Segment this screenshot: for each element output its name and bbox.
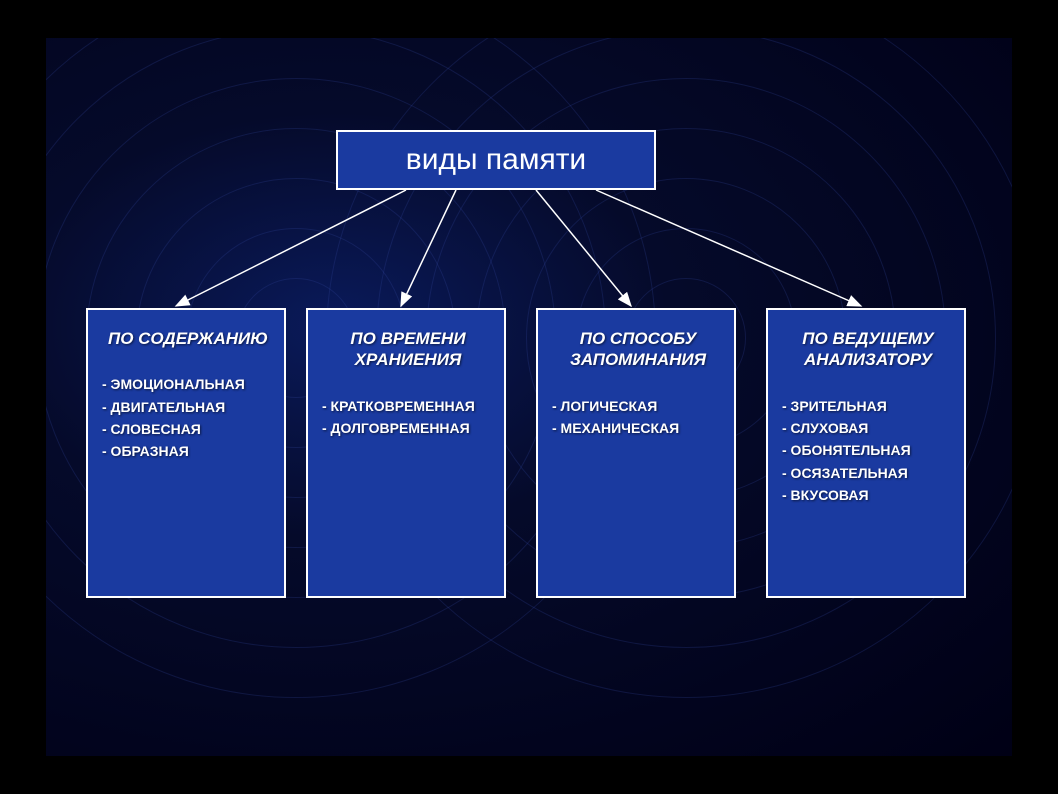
diagram-title-box: виды памяти xyxy=(336,130,656,190)
category-item: - ВКУСОВАЯ xyxy=(782,484,954,506)
category-box-3: ПО ВЕДУЩЕМУ АНАЛИЗАТОРУ - ЗРИТЕЛЬНАЯ- СЛУ… xyxy=(766,308,966,598)
category-item: - ДОЛГОВРЕМЕННАЯ xyxy=(322,417,494,439)
category-item: - ОБОНЯТЕЛЬНАЯ xyxy=(782,439,954,461)
category-title: ПО ВРЕМЕНИ ХРАНИЕНИЯ xyxy=(322,328,494,371)
category-item: - ОБРАЗНАЯ xyxy=(102,440,274,462)
category-item: - МЕХАНИЧЕСКАЯ xyxy=(552,417,724,439)
category-item: - ДВИГАТЕЛЬНАЯ xyxy=(102,396,274,418)
diagram-title-text: виды памяти xyxy=(406,143,586,177)
category-box-0: ПО СОДЕРЖАНИЮ - ЭМОЦИОНАЛЬНАЯ- ДВИГАТЕЛЬН… xyxy=(86,308,286,598)
category-item: - ЗРИТЕЛЬНАЯ xyxy=(782,395,954,417)
category-title: ПО СПОСОБУ ЗАПОМИНАНИЯ xyxy=(552,328,724,371)
category-item: - ОСЯЗАТЕЛЬНАЯ xyxy=(782,462,954,484)
category-item: - ЭМОЦИОНАЛЬНАЯ xyxy=(102,373,274,395)
category-box-2: ПО СПОСОБУ ЗАПОМИНАНИЯ - ЛОГИЧЕСКАЯ- МЕХА… xyxy=(536,308,736,598)
category-title: ПО ВЕДУЩЕМУ АНАЛИЗАТОРУ xyxy=(782,328,954,371)
slide-canvas: виды памяти ПО СОДЕРЖАНИЮ - ЭМОЦИОНАЛЬНАЯ… xyxy=(46,38,1012,756)
category-box-1: ПО ВРЕМЕНИ ХРАНИЕНИЯ - КРАТКОВРЕМЕННАЯ- Д… xyxy=(306,308,506,598)
category-item: - СЛУХОВАЯ xyxy=(782,417,954,439)
category-item: - КРАТКОВРЕМЕННАЯ xyxy=(322,395,494,417)
category-item: - ЛОГИЧЕСКАЯ xyxy=(552,395,724,417)
category-title: ПО СОДЕРЖАНИЮ xyxy=(102,328,274,349)
category-item: - СЛОВЕСНАЯ xyxy=(102,418,274,440)
